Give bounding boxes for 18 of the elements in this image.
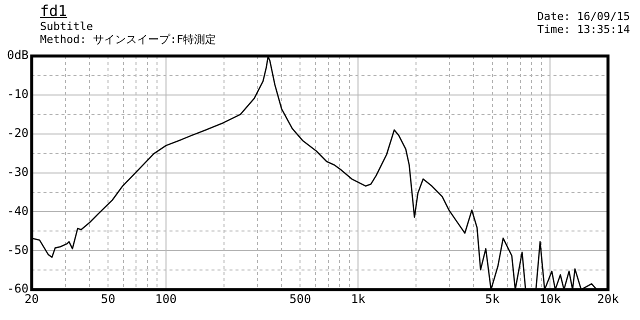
y-tick-label: -40 [6,204,29,218]
x-tick-label: 1k [350,292,366,306]
text: Time: 13:35:14 [537,23,630,36]
x-tick-label: 50 [100,292,116,306]
y-tick-label: -10 [6,87,29,102]
x-tick-label: 10k [539,292,562,306]
y-tick-label: 0dB [6,48,29,62]
x-tick-label: 100 [155,292,177,306]
chart-title: fd1 [40,2,68,20]
y-tick-label: -50 [6,242,29,257]
y-tick-label: -20 [6,126,29,140]
text: Date: 16/09/15 [537,10,630,23]
x-tick-label: 500 [289,292,312,306]
chart-subtitle: Subtitle Method: サインスイープ:F特測定 [40,20,216,46]
x-tick-label: 5k [485,292,500,306]
x-tick-label: 20 [24,292,39,306]
y-tick-label: -30 [6,164,29,179]
x-tick-label: 20k [597,292,620,306]
